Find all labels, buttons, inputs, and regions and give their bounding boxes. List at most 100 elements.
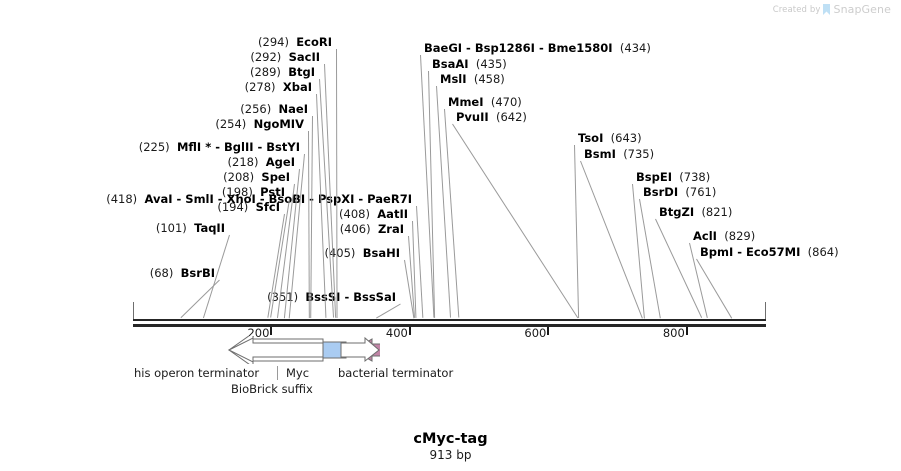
enzyme-name: BaeGI [424, 41, 463, 55]
enzyme-position: (292) [250, 50, 282, 64]
enzyme-name: BtgI [288, 65, 315, 79]
enzyme-name: Bme1580I [547, 41, 613, 55]
enzyme-name: EcoRI [296, 35, 332, 49]
enzyme-name: AclI [693, 229, 717, 243]
enzyme-position: (256) [240, 102, 272, 116]
feature-label-his-operon-terminator: his operon terminator [134, 366, 260, 380]
enzyme-name: BstYI [266, 140, 300, 154]
enzyme-position: (194) [217, 200, 249, 214]
enzyme-name: XhoI [226, 192, 256, 206]
enzyme-name: BpmI [700, 245, 734, 259]
enzyme-label-tsoi: TsoI (643) [578, 132, 642, 144]
backbone-line-top [133, 319, 766, 321]
enzyme-label-xbai: (278) XbaI [245, 81, 312, 93]
axis-tick-200 [270, 327, 273, 335]
enzyme-position: (829) [724, 229, 756, 243]
axis-start-cap [133, 302, 134, 320]
enzyme-label-ecori: (294) EcoRI [258, 36, 332, 48]
enzyme-label-spei: (208) SpeI [223, 171, 290, 183]
axis-tick-label-600: 600 [524, 326, 547, 340]
enzyme-name: SmlI [185, 192, 214, 206]
enzyme-label-btgzi: BtgZI (821) [659, 206, 732, 218]
enzyme-position: (406) [339, 222, 371, 236]
enzyme-name: BsaHI [362, 246, 400, 260]
enzyme-label-bsmi: BsmI (735) [584, 148, 654, 160]
enzyme-separator: - [253, 140, 267, 154]
enzyme-separator: - [211, 140, 224, 154]
enzyme-name: BsrBI [180, 266, 215, 280]
enzyme-position: (864) [807, 245, 839, 259]
enzyme-label-taqii: (101) TaqII [156, 222, 225, 234]
snapgene-flag-icon [823, 4, 831, 15]
enzyme-label-bsrbi: (68) BsrBI [150, 267, 215, 279]
enzyme-label-ngomiv: (254) NgoMIV [215, 118, 304, 130]
enzyme-name: BsaAI [432, 57, 469, 71]
watermark-brand: SnapGene [833, 3, 891, 16]
enzyme-name: PvuII [456, 110, 489, 124]
enzyme-separator: - [172, 192, 186, 206]
enzyme-name: BspEI [636, 170, 672, 184]
enzyme-name: Bsp1286I [474, 41, 535, 55]
bacterial-terminator-arrow [340, 336, 380, 363]
enzyme-label-bsaai: BsaAI (435) [432, 58, 507, 70]
enzyme-leader-line [580, 160, 643, 319]
enzyme-position: (198) [221, 185, 253, 199]
enzyme-label-baegi: BaeGI - Bsp1286I - Bme1580I (434) [424, 42, 651, 54]
enzyme-label-acli: AclI (829) [693, 230, 755, 242]
enzyme-name: PaeR7I [367, 192, 412, 206]
enzyme-name: MmeI [448, 95, 484, 109]
enzyme-leader-line [376, 303, 401, 319]
enzyme-name: BssSaI [353, 290, 396, 304]
enzyme-leader-line [696, 258, 733, 319]
enzyme-label-sacii: (292) SacII [250, 51, 320, 63]
enzyme-leader-line [452, 123, 579, 319]
enzyme-name: AvaI [144, 192, 173, 206]
feature-label-biobrick-suffix: BioBrick suffix [231, 382, 313, 396]
enzyme-separator: - [354, 192, 368, 206]
axis-tick-400 [408, 327, 411, 335]
watermark-created-by: Created by [772, 4, 821, 15]
enzyme-name: TaqII [194, 221, 225, 235]
enzyme-position: (643) [610, 131, 642, 145]
enzyme-label-msli: MslI (458) [440, 73, 505, 85]
plasmid-length: 913 bp [429, 448, 472, 462]
enzyme-name: Eco57MI [746, 245, 801, 259]
enzyme-name: TsoI [578, 131, 604, 145]
enzyme-separator: - [733, 245, 747, 259]
enzyme-position: (208) [223, 170, 255, 184]
enzyme-name: BsmI [584, 147, 616, 161]
enzyme-name: BtgZI [659, 205, 695, 219]
enzyme-leader-line [336, 48, 338, 319]
axis-tick-label-400: 400 [385, 326, 408, 340]
enzyme-position: (735) [623, 147, 655, 161]
enzyme-name: XbaI [282, 80, 312, 94]
enzyme-position: (418) [106, 192, 138, 206]
plasmid-title: cMyc-tag [413, 431, 488, 447]
enzyme-label-pvuii: PvuII (642) [456, 111, 527, 123]
axis-tick-600 [547, 327, 550, 335]
enzyme-label-naei: (256) NaeI [240, 103, 308, 115]
enzyme-name: MflI * [176, 140, 212, 154]
enzyme-label-mmei: MmeI (470) [448, 96, 522, 108]
enzyme-label-aatii: (408) AatII [339, 208, 408, 220]
enzyme-position: (738) [679, 170, 711, 184]
enzyme-position: (458) [473, 72, 505, 86]
enzyme-label-zrai: (406) ZraI [340, 223, 404, 235]
enzyme-position: (642) [495, 110, 527, 124]
enzyme-name: NaeI [278, 102, 308, 116]
enzyme-leader-line [444, 108, 460, 319]
enzyme-label-sfci: (194) SfcI [217, 201, 280, 213]
enzyme-name: SpeI [261, 170, 290, 184]
backbone-line-bottom [133, 324, 766, 327]
enzyme-separator: - [255, 192, 269, 206]
enzyme-position: (435) [475, 57, 507, 71]
enzyme-separator: - [534, 41, 548, 55]
enzyme-name: SacII [288, 50, 320, 64]
axis-tick-label-800: 800 [662, 326, 685, 340]
enzyme-separator: - [213, 192, 227, 206]
enzyme-leader-line [416, 205, 424, 319]
enzyme-label-agei: (218) AgeI [228, 156, 295, 168]
enzyme-label-btgi: (289) BtgI [250, 66, 315, 78]
enzyme-label-bspei: BspEI (738) [636, 171, 710, 183]
enzyme-leader-line [180, 279, 220, 319]
